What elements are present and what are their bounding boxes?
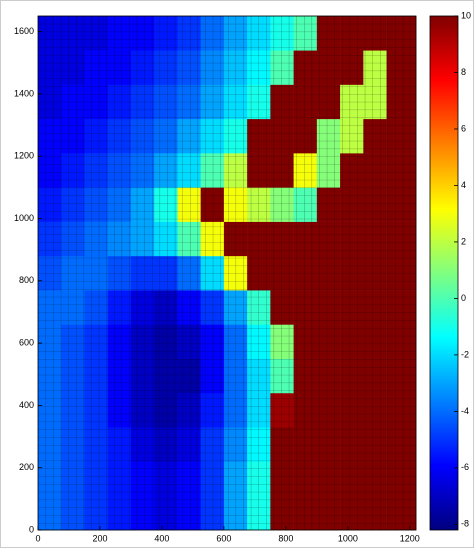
- y-tick-label: 0: [29, 524, 34, 534]
- y-tick-label: 1400: [14, 88, 34, 98]
- x-tick-label: 1000: [338, 533, 358, 543]
- colorbar-tick-label: -2: [461, 349, 469, 359]
- x-tick-label: 0: [35, 533, 40, 543]
- x-tick-label: 200: [92, 533, 107, 543]
- plot-frame: [37, 15, 417, 531]
- colorbar: [429, 15, 459, 531]
- y-tick-label: 400: [19, 400, 34, 410]
- colorbar-tick-label: 10: [461, 10, 471, 20]
- x-tick-label: 1200: [400, 533, 420, 543]
- colorbar-tick-label: 4: [461, 180, 466, 190]
- mesh-overlay: [38, 16, 416, 530]
- y-tick-label: 800: [19, 275, 34, 285]
- colorbar-tick-label: -6: [461, 462, 469, 472]
- colorbar-tick-label: -4: [461, 406, 469, 416]
- colorbar-tick-label: 2: [461, 236, 466, 246]
- y-tick-label: 1200: [14, 151, 34, 161]
- colorbar-tick-label: 8: [461, 67, 466, 77]
- y-tick-label: 1600: [14, 26, 34, 36]
- colorbar-tick-label: -8: [461, 519, 469, 529]
- colorbar-tick-label: 0: [461, 293, 466, 303]
- y-tick-label: 600: [19, 337, 34, 347]
- x-tick-label: 800: [278, 533, 293, 543]
- x-tick-label: 400: [154, 533, 169, 543]
- colorbar-tick-label: 6: [461, 123, 466, 133]
- y-tick-label: 1000: [14, 213, 34, 223]
- x-tick-label: 600: [216, 533, 231, 543]
- y-tick-label: 200: [19, 462, 34, 472]
